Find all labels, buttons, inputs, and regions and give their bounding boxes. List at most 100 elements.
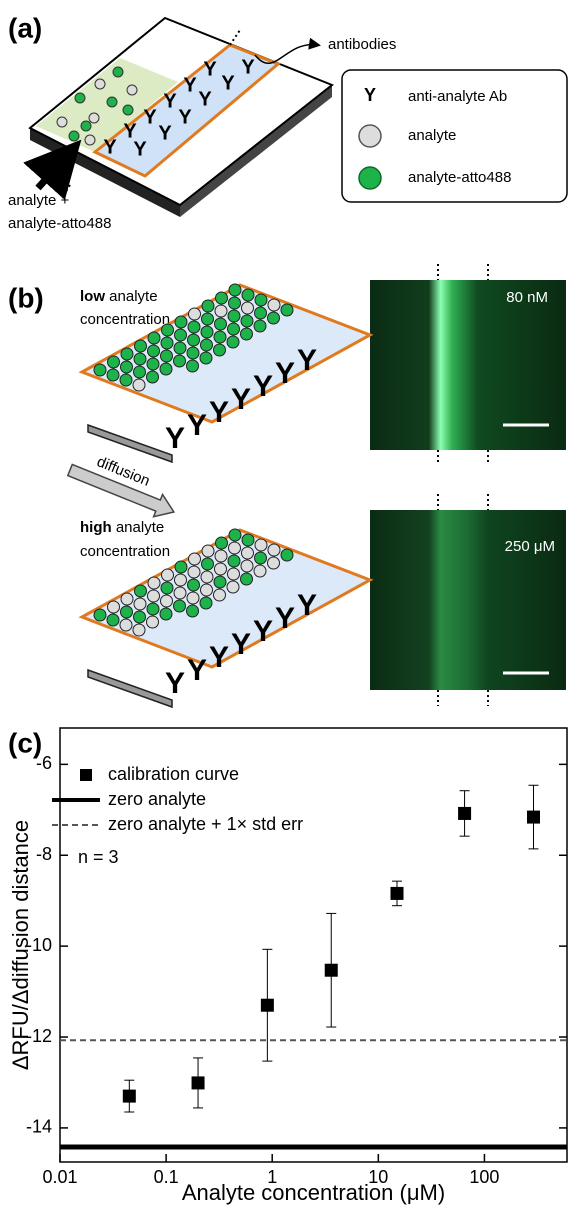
arrow xyxy=(23,139,82,200)
particle xyxy=(267,543,281,557)
particle xyxy=(254,293,268,307)
panel-label: (c) xyxy=(8,727,42,758)
particle xyxy=(93,363,107,377)
particle xyxy=(160,349,173,363)
particle xyxy=(174,573,187,587)
particle xyxy=(160,336,174,350)
micrograph xyxy=(370,510,566,690)
arrow xyxy=(254,37,321,64)
particle xyxy=(106,368,120,382)
particle xyxy=(199,351,213,365)
particle xyxy=(134,339,147,353)
particle xyxy=(188,307,201,321)
particle xyxy=(227,567,240,581)
particle xyxy=(226,335,240,349)
particle xyxy=(213,588,226,602)
antibody-icon: Y xyxy=(187,654,207,687)
point xyxy=(526,810,540,824)
particle xyxy=(173,599,186,613)
particle xyxy=(200,338,213,352)
legend-swatch xyxy=(358,166,382,190)
text: analyte xyxy=(116,519,164,536)
marker-line xyxy=(229,29,241,46)
antibody-icon: Y xyxy=(178,106,192,128)
particle xyxy=(227,309,241,323)
particle xyxy=(240,314,254,328)
point xyxy=(122,1089,136,1103)
particle xyxy=(214,304,228,318)
particle xyxy=(188,552,201,566)
particle xyxy=(186,591,200,605)
particle xyxy=(133,352,147,366)
particle xyxy=(107,355,120,369)
particle xyxy=(120,347,134,361)
antibody-icon: Y xyxy=(183,74,197,96)
particle xyxy=(119,373,133,387)
x-tick-label: 100 xyxy=(469,1167,499,1187)
annotation: n = 3 xyxy=(78,847,119,867)
particle xyxy=(120,605,133,619)
particle xyxy=(240,327,253,341)
particle xyxy=(159,362,173,376)
antibody-icon: Y xyxy=(143,106,157,128)
particle xyxy=(201,557,214,571)
particle xyxy=(199,596,213,610)
particle xyxy=(160,594,173,608)
sample-zone xyxy=(36,58,178,152)
point xyxy=(191,1076,205,1090)
particle xyxy=(186,346,200,360)
condition-label: high analyte xyxy=(80,519,164,536)
particle xyxy=(267,298,281,312)
antibody-icon: Y xyxy=(275,357,295,390)
particle xyxy=(213,330,227,344)
particle xyxy=(267,311,280,325)
particle xyxy=(94,78,106,90)
x-axis-title: Analyte concentration (μM) xyxy=(182,1180,445,1205)
particle xyxy=(267,556,280,570)
particle xyxy=(147,344,160,358)
particle xyxy=(214,549,228,563)
particle xyxy=(120,592,134,606)
antibody-icon: Y xyxy=(123,120,137,142)
antibody-icon: Y xyxy=(103,136,117,158)
particle xyxy=(213,575,227,589)
antibody-icon: Y xyxy=(241,56,255,78)
annotation: analyte + xyxy=(8,192,70,209)
legend-label: zero analyte xyxy=(108,789,206,809)
particle xyxy=(122,104,134,116)
particle xyxy=(173,341,187,355)
particle xyxy=(112,66,124,78)
particle xyxy=(147,589,160,603)
base xyxy=(87,668,173,709)
particle xyxy=(280,303,294,317)
annotation: analyte-atto488 xyxy=(8,215,111,232)
particle xyxy=(147,576,161,590)
particle xyxy=(68,130,80,142)
antibody-icon: Y xyxy=(158,122,172,144)
particle xyxy=(173,586,187,600)
legend-swatch xyxy=(80,769,92,781)
particle xyxy=(120,360,133,374)
particle xyxy=(228,296,241,310)
particle xyxy=(186,359,199,373)
particle xyxy=(241,533,255,547)
particle xyxy=(241,546,254,560)
particle xyxy=(146,615,159,629)
particle xyxy=(187,333,200,347)
particle xyxy=(107,600,120,614)
particle xyxy=(280,548,294,562)
particle xyxy=(201,299,215,313)
particle xyxy=(254,306,267,320)
condition-label: concentration xyxy=(80,311,170,328)
particle xyxy=(213,343,226,357)
particle xyxy=(227,554,241,568)
antibody-icon: Y xyxy=(253,615,273,648)
particle xyxy=(126,84,138,96)
condition-label: concentration xyxy=(80,543,170,560)
particle xyxy=(174,328,187,342)
particle xyxy=(228,528,242,542)
particle xyxy=(186,604,199,618)
particle xyxy=(80,120,92,132)
legend-label: analyte xyxy=(408,127,456,144)
